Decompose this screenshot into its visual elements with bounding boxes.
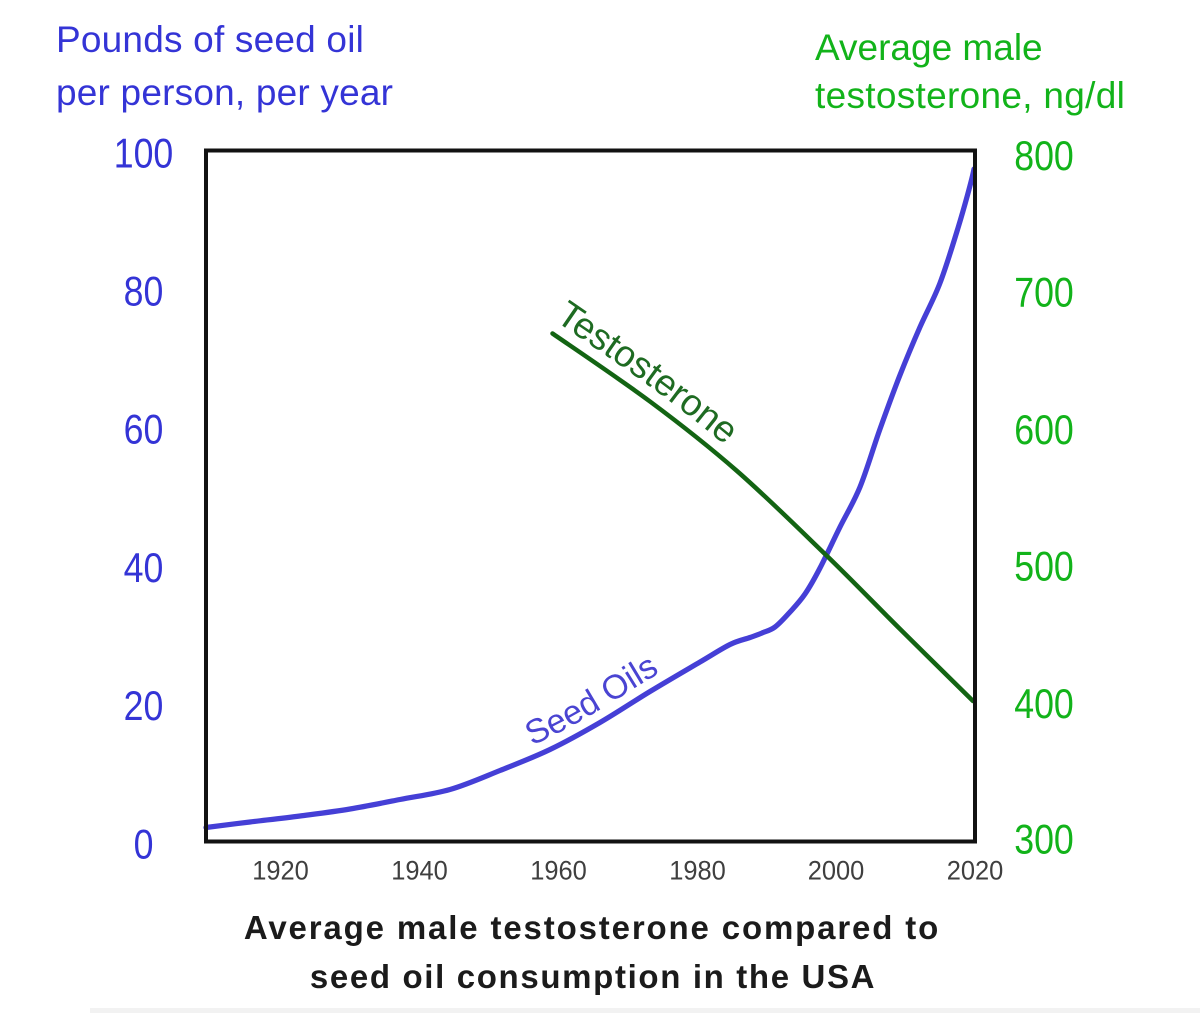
- svg-text:500: 500: [1014, 544, 1074, 590]
- svg-text:per person, per year: per person, per year: [56, 72, 393, 113]
- svg-text:1960: 1960: [530, 855, 587, 886]
- svg-text:Testosterone: Testosterone: [550, 293, 746, 451]
- svg-text:300: 300: [1014, 817, 1074, 863]
- svg-text:Average male: Average male: [815, 27, 1043, 68]
- svg-text:40: 40: [124, 545, 164, 591]
- svg-text:600: 600: [1014, 407, 1074, 453]
- svg-text:80: 80: [124, 269, 164, 315]
- svg-text:2020: 2020: [947, 855, 1004, 886]
- svg-text:0: 0: [134, 822, 154, 868]
- svg-text:1920: 1920: [252, 855, 309, 886]
- svg-text:2000: 2000: [808, 855, 865, 886]
- svg-text:800: 800: [1014, 133, 1074, 179]
- svg-text:Pounds of seed oil: Pounds of seed oil: [56, 19, 364, 60]
- svg-text:seed oil consumption in the US: seed oil consumption in the USA: [310, 958, 876, 995]
- svg-text:100: 100: [114, 131, 174, 177]
- svg-text:1980: 1980: [669, 855, 726, 886]
- svg-text:Average male testosterone comp: Average male testosterone compared to: [244, 909, 940, 946]
- svg-text:1940: 1940: [391, 855, 448, 886]
- svg-text:60: 60: [124, 407, 164, 453]
- svg-text:testosterone, ng/dl: testosterone, ng/dl: [815, 75, 1125, 116]
- svg-text:Seed Oils: Seed Oils: [519, 647, 664, 753]
- svg-text:20: 20: [124, 683, 164, 729]
- svg-text:700: 700: [1014, 270, 1074, 316]
- svg-text:400: 400: [1014, 681, 1074, 727]
